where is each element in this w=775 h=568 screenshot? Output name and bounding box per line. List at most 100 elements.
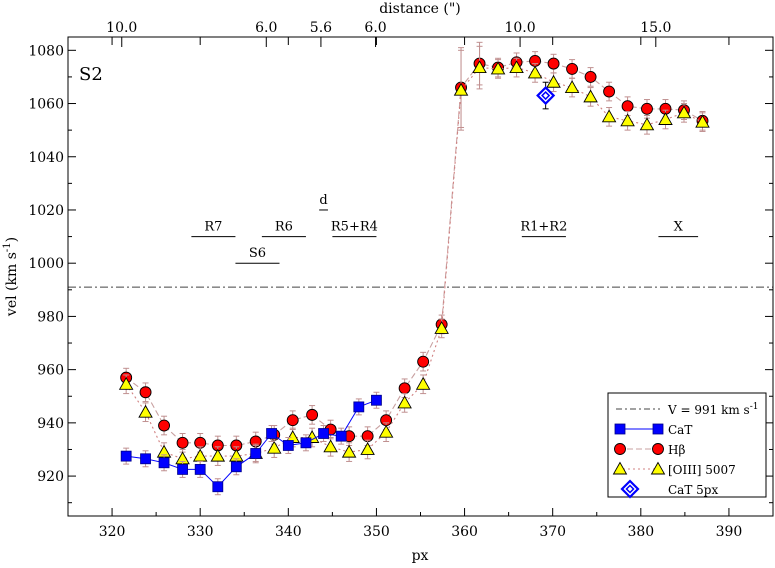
- data-point: [398, 382, 411, 395]
- data-point-inner: [541, 90, 551, 101]
- legend-label-text: Hβ: [668, 443, 685, 457]
- legend-label-text: CaT 5px: [668, 483, 718, 497]
- legend-label-sup: -1: [750, 402, 759, 412]
- data-point: [397, 395, 412, 409]
- legend-label-text: V = 991 km s: [667, 403, 750, 417]
- axes: 320 330 340 350 360 370 380 390 920 940 960 980 1000…: [2, 20, 774, 540]
- legend-label: CaT: [668, 423, 692, 437]
- legend-label: [OIII] 5007: [668, 463, 736, 477]
- data-point: [300, 437, 312, 449]
- data-point: [306, 408, 319, 421]
- region-label: S6: [249, 246, 266, 261]
- data-point: [583, 89, 598, 103]
- series-square: [120, 391, 382, 496]
- top-axis-title: distance ("): [379, 1, 461, 17]
- top-tick-label: 6.0: [364, 20, 386, 36]
- x-tick-label: 360: [451, 524, 478, 540]
- data-point: [177, 464, 188, 475]
- legend-marker: [652, 423, 664, 435]
- data-point: [139, 386, 152, 399]
- x-tick-label: 380: [627, 524, 654, 540]
- panel-label: S2: [79, 64, 103, 85]
- y-tick-label: 960: [37, 363, 64, 379]
- data-point: [341, 444, 357, 458]
- legend-marker: [614, 423, 626, 435]
- data-point: [434, 320, 449, 334]
- region-label: R1+R2: [520, 220, 567, 235]
- y-tick-label: 1060: [28, 97, 64, 113]
- top-tick-label: 15.0: [640, 20, 671, 36]
- legend-marker: [650, 461, 666, 475]
- data-point: [621, 100, 634, 113]
- legend-entry: [OIII] 5007: [612, 461, 736, 477]
- data-point: [509, 60, 524, 74]
- x-tick-label: 320: [99, 524, 126, 540]
- data-point: [641, 102, 653, 115]
- data-point: [158, 457, 170, 469]
- y-tick-label: 1020: [28, 203, 64, 219]
- legend-entry: CaT: [614, 423, 692, 437]
- y-axis-title-sup: -1: [2, 242, 13, 252]
- legend-marker: [614, 443, 626, 455]
- data-point: [371, 394, 382, 406]
- y-axis-title: vel (km s-1): [2, 237, 20, 317]
- region-label: X: [674, 220, 684, 235]
- legend-box: [607, 392, 767, 498]
- data-point: [360, 442, 375, 455]
- legend-entry: Hβ: [614, 443, 685, 457]
- top-tick-label: 10.0: [504, 20, 535, 36]
- x-tick-label: 350: [363, 524, 390, 540]
- region-label: R7: [204, 220, 222, 235]
- y-tick-label: 920: [37, 469, 64, 485]
- data-point: [378, 424, 394, 438]
- data-point: [158, 419, 171, 432]
- data-point: [415, 376, 431, 390]
- data-point: [472, 60, 487, 74]
- region-label: R6: [275, 220, 293, 235]
- data-point: [194, 464, 206, 475]
- data-point: [564, 80, 580, 94]
- data-point: [639, 117, 655, 131]
- data-point: [230, 461, 242, 473]
- top-tick-label: 10.0: [106, 20, 137, 36]
- legend-marker-inner: [625, 484, 635, 494]
- data-point: [490, 61, 506, 75]
- x-tick-label: 370: [539, 524, 566, 540]
- legend-label-text: CaT: [668, 423, 692, 437]
- y-tick-label: 1040: [28, 150, 64, 166]
- x-axis-title: px: [412, 548, 429, 564]
- data-point: [546, 74, 561, 88]
- region-label: R5+R4: [331, 220, 378, 235]
- legend-label-text: [OIII] 5007: [668, 463, 736, 477]
- data-point: [118, 376, 134, 390]
- data-point: [138, 404, 153, 418]
- data-point: [695, 114, 710, 128]
- legend-entry: V = 991 km s-1: [616, 402, 758, 417]
- data-point: [603, 85, 616, 98]
- data-point: [286, 414, 299, 427]
- series-line: [125, 60, 703, 447]
- data-point: [335, 430, 347, 442]
- y-axis-title-close: ): [4, 237, 20, 242]
- data-point: [266, 440, 282, 454]
- x-tick-label: 330: [187, 524, 214, 540]
- data-point: [120, 450, 132, 462]
- legend-marker: [612, 461, 628, 475]
- data-point: [417, 355, 430, 368]
- data-point: [453, 82, 469, 96]
- x-tick-label: 340: [275, 524, 302, 540]
- data-point: [323, 439, 338, 453]
- data-point: [212, 481, 224, 493]
- legend-label: Hβ: [668, 443, 685, 457]
- legend-label: V = 991 km s-1: [667, 402, 758, 417]
- data-point: [318, 428, 329, 439]
- legend-marker: [652, 443, 664, 455]
- top-tick-label: 6.0: [255, 20, 277, 36]
- legend-entry: CaT 5px: [620, 479, 718, 499]
- region-markers: R7 R6 R5+R4 S6 d R1+R2 X: [191, 193, 699, 264]
- y-tick-label: 940: [37, 416, 64, 432]
- data-point: [658, 112, 673, 125]
- data-point: [176, 436, 189, 449]
- data-point: [192, 448, 208, 462]
